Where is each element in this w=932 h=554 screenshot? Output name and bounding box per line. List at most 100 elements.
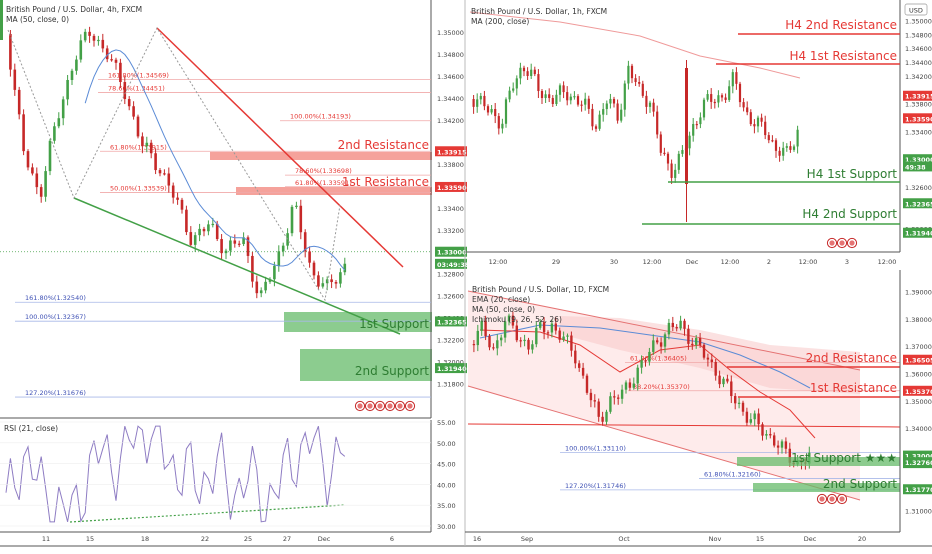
h4-candle [149, 142, 153, 154]
price-label-text: 1.33915 [437, 148, 467, 156]
h1-event-flag-core [829, 240, 835, 246]
price-label-text: 1.32365 [437, 318, 467, 326]
d1-candle [765, 434, 768, 436]
h1-candle [605, 103, 608, 110]
h1-candle [731, 72, 734, 87]
d1-candle [546, 332, 550, 334]
h4-candle [92, 35, 96, 41]
d1-candle [667, 322, 671, 335]
d1-candle [527, 339, 530, 350]
x-tick-label: Nov [709, 535, 722, 543]
h1-candle [598, 114, 601, 129]
x-tick-label: Dec [318, 535, 331, 543]
h1-candle [670, 163, 673, 178]
h1-candle [623, 83, 626, 110]
d1-candle [769, 434, 772, 436]
h4-candle [264, 281, 267, 291]
price-label-text: 1.31940 [905, 230, 932, 238]
h4-candle [61, 99, 65, 119]
fib-level-label: 100.00%(1.32367) [25, 313, 86, 321]
price-label-text: 1.33590 [437, 184, 467, 192]
h4-candle [237, 243, 241, 245]
d1-candle [515, 325, 518, 341]
wave-dotted-line [7, 26, 341, 302]
h1-candle [483, 95, 486, 107]
h1-candle [695, 123, 698, 126]
h4-candle [53, 126, 56, 141]
price-label-text: 03:49:38 [437, 261, 470, 269]
price-label-text: 49:38 [905, 163, 926, 171]
h4-candle [308, 251, 311, 263]
label-2nd-support: 2nd Support [355, 364, 429, 378]
d1-candle [593, 400, 596, 402]
x-tick-label: 3 [845, 258, 849, 266]
h4-candle [48, 140, 52, 172]
4h-green-marker [0, 0, 3, 40]
h4-candle [127, 99, 131, 107]
rsi-line [5, 425, 346, 523]
d1-candle [671, 322, 674, 328]
y-tick-label: 1.34400 [905, 59, 932, 67]
horizontal-red-level [467, 423, 901, 428]
d1-candle [734, 396, 737, 404]
h1-candle [764, 121, 767, 136]
d1-candle [492, 347, 495, 349]
h1-candle [551, 98, 554, 104]
d1-candle [535, 327, 538, 345]
h1-candle [472, 99, 475, 107]
h4-candle [154, 153, 157, 171]
h4-candle [317, 275, 320, 287]
d1-candle [488, 336, 491, 348]
h1-candle [504, 99, 508, 124]
d1-candle [531, 344, 534, 350]
h1-candle [486, 106, 490, 113]
currency-badge[interactable] [904, 3, 928, 16]
y-tick-label: 1.31000 [905, 507, 932, 515]
h4-candle [251, 255, 254, 282]
h4-candle [224, 250, 228, 254]
d1-candle [722, 378, 725, 385]
label-daily-2nd-resistance: 2nd Resistance [806, 351, 897, 365]
rsi-tick-label: 40.00 [437, 481, 456, 489]
d1-candle [741, 402, 745, 412]
y-tick-label: 1.36000 [905, 371, 932, 379]
d1-candle [652, 340, 655, 352]
fib-level-label: 161.80%(1.32540) [25, 294, 86, 302]
h4-candle [246, 237, 250, 256]
price-label-box [435, 246, 467, 257]
h1-candle [476, 99, 479, 107]
rsi-divergence-line [69, 504, 345, 523]
h4-candle [101, 39, 105, 49]
h1-candle [576, 96, 580, 105]
x-tick-label: 29 [552, 258, 560, 266]
d1-candle [554, 323, 557, 331]
h1-candle [537, 74, 540, 92]
h4-candle [242, 237, 245, 245]
d1-candle [663, 334, 667, 347]
h1-candle [702, 99, 706, 118]
rsi-tick-label: 35.00 [437, 502, 456, 510]
h4-candle [176, 197, 179, 200]
h4-candle [189, 232, 193, 245]
label-h4-2nd-support: H4 2nd Support [802, 207, 897, 221]
h4-candle [198, 228, 201, 236]
h4-candle [70, 70, 74, 80]
h1-candle [692, 123, 695, 136]
d1-candle [773, 435, 776, 446]
indicator-ma200: MA (200, close) [471, 17, 529, 26]
h4-candle [141, 136, 144, 147]
h1-candle [753, 124, 756, 127]
d1-candle [589, 392, 593, 401]
x-tick-label: 22 [201, 535, 209, 543]
y-tick-label: 1.32200 [437, 337, 464, 345]
x-tick-label: Sep [521, 535, 533, 543]
d1-event-flag-core [839, 496, 845, 502]
fib-level-label: 50.00%(1.33539) [110, 185, 167, 193]
h1-candle [519, 67, 522, 79]
y-tick-label: 1.35000 [437, 29, 464, 37]
h1-candle [710, 94, 713, 102]
indicator-ma50: MA (50, close, 0) [6, 15, 69, 24]
h1-candle [634, 78, 637, 83]
h1-candle [746, 107, 749, 113]
d1-candle [749, 419, 752, 423]
